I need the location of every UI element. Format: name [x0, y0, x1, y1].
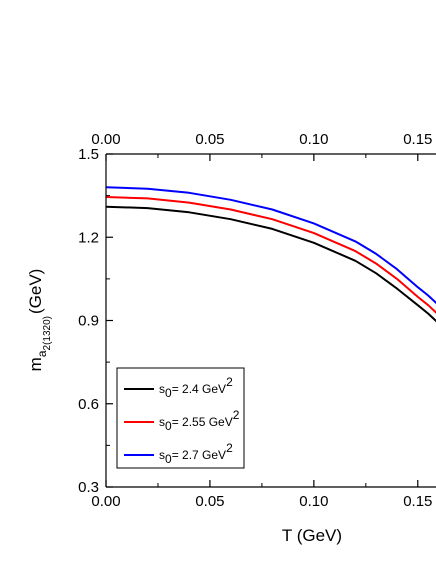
- x-tick-label-bottom: 0.10: [299, 493, 328, 510]
- legend-item: s0= 2.55 GeV2: [124, 408, 240, 433]
- legend: s0= 2.4 GeV2 s0= 2.55 GeV2 s0= 2.7 GeV2: [116, 367, 245, 469]
- legend-label-sub: 0: [165, 419, 172, 433]
- x-tick-label-bottom: 0.05: [195, 493, 224, 510]
- y-axis-title: ma2(1320) (GeV): [26, 269, 53, 372]
- x-tick-label-top: 0.10: [299, 131, 328, 148]
- legend-label-pre: s: [159, 448, 165, 462]
- x-tick-label-top: 0.15: [403, 131, 432, 148]
- legend-box: [116, 367, 245, 469]
- x-tick-label-bottom: 0.15: [403, 493, 432, 510]
- ticks-layer: 0.00 0.00 0.05 0.05 0.10 0.10 0.15 0.15 0.3 0.6 0.…: [78, 131, 432, 510]
- legend-item: s0= 2.4 GeV2: [124, 375, 233, 400]
- x-axis-title: T (GeV): [282, 526, 342, 545]
- y-axis-title-unit: (GeV): [26, 269, 45, 314]
- y-axis-title-main: m: [26, 357, 45, 371]
- legend-label-sup: 2: [226, 441, 233, 455]
- series-line: [106, 205, 436, 323]
- y-tick-label: 0.9: [78, 313, 99, 330]
- legend-label-sup: 2: [233, 408, 240, 422]
- legend-label-mid: = 2.55 GeV: [172, 415, 233, 429]
- legend-label-sub: 0: [165, 452, 172, 466]
- y-tick-label: 1.5: [78, 146, 99, 163]
- legend-label-pre: s: [159, 415, 165, 429]
- y-tick-label: 1.2: [78, 229, 99, 246]
- lines-layer: [106, 186, 436, 323]
- y-axis-title-sub: a: [35, 350, 49, 357]
- legend-label-sub: 0: [165, 386, 172, 400]
- y-tick-label: 0.3: [78, 479, 99, 496]
- x-tick-label-top: 0.05: [195, 131, 224, 148]
- legend-label: s0= 2.4 GeV2: [159, 375, 233, 400]
- legend-label-mid: = 2.4 GeV: [172, 382, 226, 396]
- x-tick-label-bottom: 0.00: [91, 493, 120, 510]
- legend-label-mid: = 2.7 GeV: [172, 448, 226, 462]
- legend-item: s0= 2.7 GeV2: [124, 441, 233, 466]
- legend-label: s0= 2.7 GeV2: [159, 441, 233, 466]
- series-line: [106, 196, 436, 314]
- legend-label-sup: 2: [226, 375, 233, 389]
- legend-label: s0= 2.55 GeV2: [159, 408, 240, 433]
- legend-label-pre: s: [159, 382, 165, 396]
- y-axis-title-subsub: 2(1320): [42, 316, 53, 350]
- series-line: [106, 186, 436, 305]
- y-tick-label: 0.6: [78, 396, 99, 413]
- x-tick-label-top: 0.00: [91, 131, 120, 148]
